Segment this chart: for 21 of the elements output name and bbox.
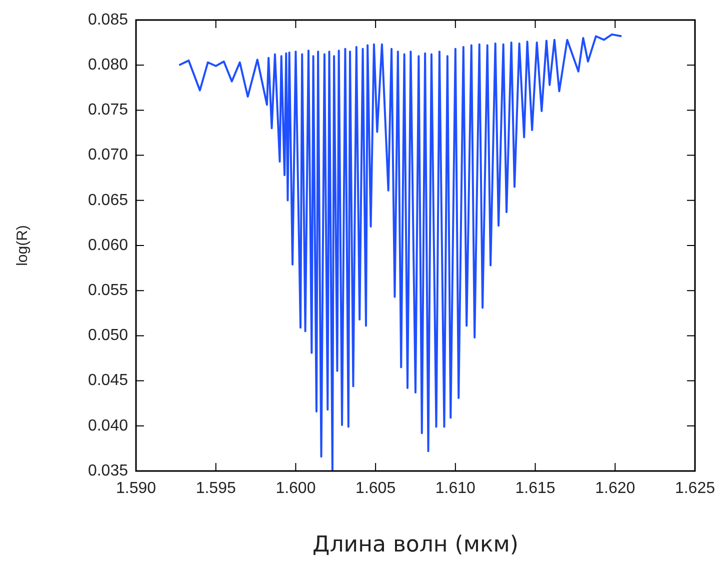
y-tick-label: 0.045 (88, 372, 128, 390)
y-tick-label: 0.040 (88, 417, 128, 434)
x-tick-label: 1.595 (196, 480, 236, 498)
x-axis-title: Длина волн (мкм) (312, 532, 518, 558)
x-tick-label: 1.590 (116, 480, 156, 498)
x-tick-label: 1.620 (595, 480, 636, 498)
y-tick-label: 0.050 (88, 327, 128, 344)
x-tick-label: 1.610 (435, 480, 476, 498)
y-tick-label: 0.065 (88, 192, 128, 209)
y-tick-label: 0.035 (88, 462, 128, 480)
x-tick-label: 1.625 (674, 480, 716, 498)
y-axis-title: log(R) (14, 225, 32, 266)
x-tick-label: 1.600 (276, 480, 316, 498)
y-tick-label: 0.080 (88, 56, 128, 74)
x-tick-label: 1.615 (515, 480, 556, 498)
y-tick-label: 0.085 (88, 11, 128, 28)
x-tick-label: 1.605 (356, 480, 396, 498)
y-tick-label: 0.075 (88, 102, 128, 119)
y-tick-label: 0.060 (88, 236, 128, 254)
y-tick-label: 0.070 (88, 146, 128, 164)
y-tick-label: 0.055 (88, 282, 128, 300)
